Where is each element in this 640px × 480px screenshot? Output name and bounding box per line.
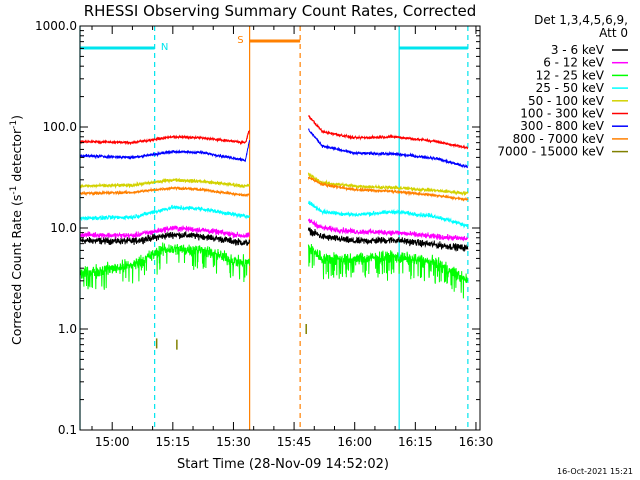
y-tick-label: 10.0: [50, 221, 77, 235]
x-tick-label: 15:15: [156, 435, 191, 449]
series-line: [79, 204, 250, 221]
y-axis-label-sup1: -1: [9, 186, 19, 195]
legend-entry-label: 3 - 6 keV: [551, 43, 605, 57]
series-line: [79, 231, 250, 246]
axes-layer: 0.1 1.0 10.0 100.0 1000.0 15:00 15:15 15:30 15:4…: [35, 19, 493, 449]
y-tick-label: 0.1: [58, 423, 77, 437]
legend-entry-label: 100 - 300 keV: [520, 107, 604, 121]
series-line: [79, 140, 250, 163]
series-line: [307, 243, 469, 299]
series-line: [79, 185, 250, 198]
y-tick-label: 1000.0: [35, 19, 77, 33]
legend-entry-label: 300 - 800 keV: [520, 119, 604, 133]
y-tick-label: 1.0: [58, 322, 77, 336]
series-layer: [79, 115, 469, 350]
chart-title: RHESSI Observing Summary Count Rates, Co…: [84, 2, 477, 20]
series-line: [79, 129, 250, 146]
series-line: [79, 242, 250, 290]
legend-entry-label: 12 - 25 keV: [536, 68, 605, 82]
x-tick-label: 15:45: [277, 435, 312, 449]
series-line: [79, 225, 250, 239]
legend-entry-label: 800 - 7000 keV: [513, 132, 605, 146]
series-line: [308, 115, 468, 150]
series-line: [307, 172, 469, 197]
series-line: [307, 227, 469, 252]
x-tick-label: 16:00: [337, 435, 372, 449]
x-tick-label: 15:00: [95, 435, 130, 449]
series-line: [307, 176, 469, 202]
y-axis-label-main: Corrected Count Rate (s: [9, 195, 24, 345]
flag-label: N: [161, 42, 168, 53]
x-tick-label: 15:30: [216, 435, 251, 449]
flag-label: S: [237, 35, 243, 46]
y-axis-label-sup2: -1: [9, 120, 19, 129]
series-line: [307, 128, 469, 169]
series-line: [79, 177, 250, 189]
x-tick-label: 16:30: [459, 435, 494, 449]
date-stamp: 16-Oct-2021 15:21: [557, 467, 633, 476]
y-tick-label: 100.0: [43, 120, 77, 134]
x-axis-label: Start Time (28-Nov-09 14:52:02): [177, 457, 389, 472]
y-axis-label-end: ): [9, 115, 24, 120]
legend-entry-label: 50 - 100 keV: [528, 94, 605, 108]
series-line: [307, 200, 469, 229]
y-axis-label: Corrected Count Rate (s-1 detector-1): [9, 115, 24, 345]
legend-header-line1: Det 1,3,4,5,6,9,: [534, 13, 628, 27]
y-axis-label-mid: detector: [9, 128, 24, 186]
legend-header-line2: Att 0: [599, 26, 628, 40]
legend-entry-label: 25 - 50 keV: [536, 81, 605, 95]
legend-entry-label: 7000 - 15000 keV: [497, 145, 604, 159]
series-line: [307, 218, 469, 242]
legend-entry-label: 6 - 12 keV: [543, 56, 605, 70]
x-tick-label: 16:15: [398, 435, 433, 449]
